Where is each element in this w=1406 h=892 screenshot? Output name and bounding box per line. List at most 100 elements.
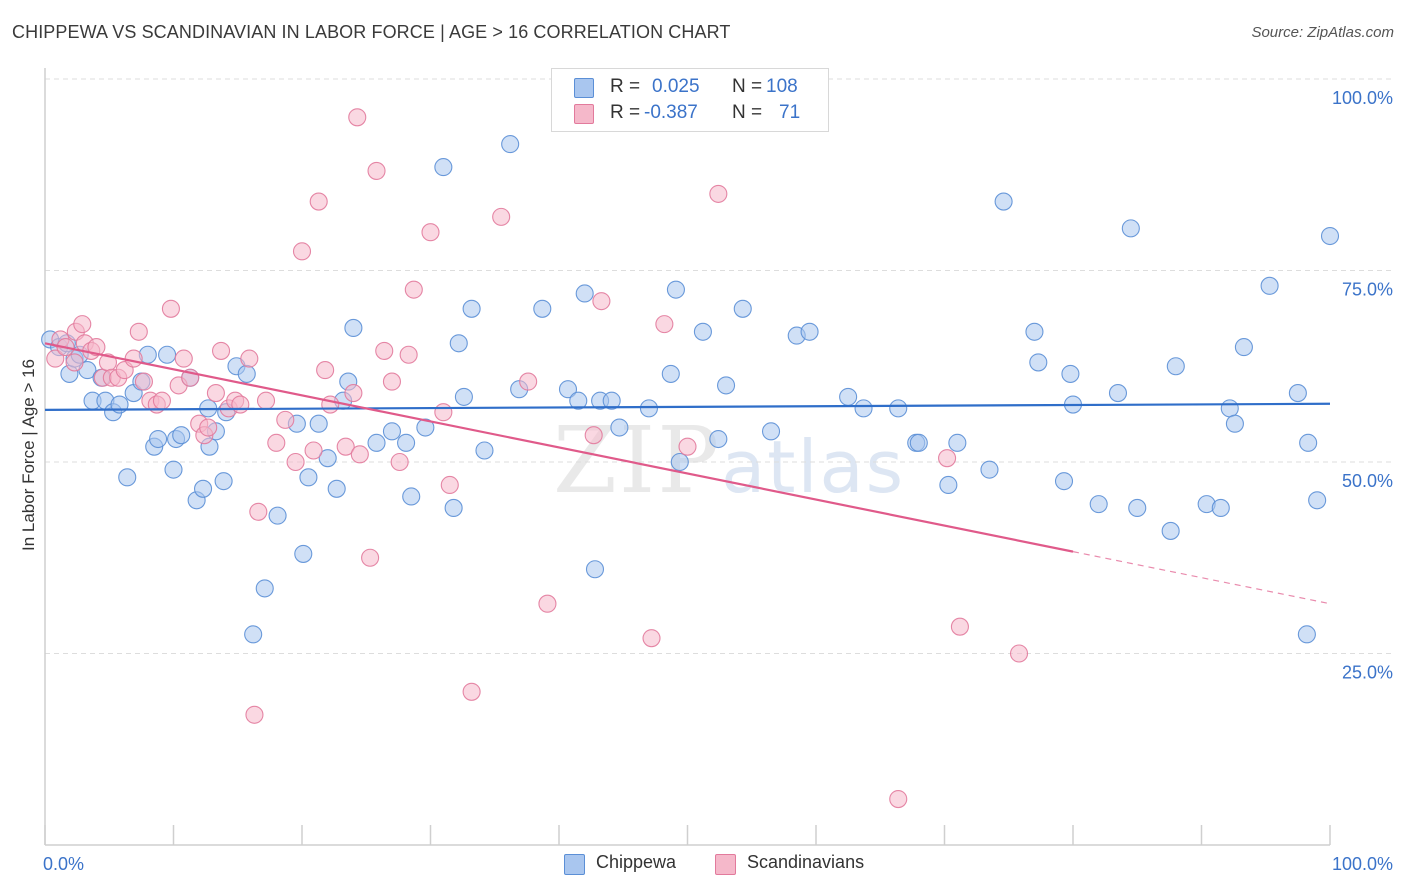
watermark: ZIPatlas [553, 407, 905, 514]
trend-lines [44, 342, 1331, 605]
trend-line-dashed-scandinavians [1072, 551, 1331, 605]
point-chippewa [1025, 322, 1044, 341]
point-chippewa [889, 399, 908, 418]
legend-swatch-chippewa [574, 78, 594, 98]
bottom-legend-label-scandinavians: Scandinavians [747, 852, 865, 872]
point-chippewa [344, 318, 363, 338]
trend-line-chippewa [44, 402, 1331, 412]
point-chippewa [575, 284, 594, 303]
point-scandinavians [434, 403, 453, 422]
point-scandinavians [348, 108, 367, 127]
point-scandinavians [206, 384, 225, 403]
y-tick-label: 25.0% [1342, 663, 1393, 683]
point-chippewa [294, 544, 313, 563]
point-scandinavians [174, 349, 193, 368]
point-scandinavians [124, 349, 143, 368]
point-scandinavians [231, 395, 250, 414]
point-chippewa [670, 452, 689, 472]
bottom-legend-swatch-chippewa [564, 854, 585, 875]
point-chippewa [800, 322, 819, 341]
point-chippewa [709, 429, 728, 449]
point-scandinavians [336, 437, 355, 456]
point-chippewa [1161, 521, 1180, 540]
point-scandinavians [286, 452, 305, 472]
bottom-legend-swatch-scandinavians [715, 854, 736, 875]
x-tick-label-max: 100.0% [1332, 854, 1393, 874]
point-scandinavians [199, 418, 218, 437]
point-scandinavians [87, 338, 106, 357]
point-chippewa [402, 487, 421, 506]
point-scandinavians [344, 384, 363, 403]
stats-legend: R = 0.025 N = 108 R = -0.387 N = 71 [551, 68, 829, 132]
watermark-atlas: atlas [721, 425, 906, 509]
point-scandinavians [592, 292, 611, 311]
point-chippewa [164, 460, 183, 479]
y-tick-label: 75.0% [1342, 280, 1393, 300]
point-chippewa [569, 391, 588, 410]
point-chippewa [1288, 384, 1307, 403]
x-tick-label-min: 0.0% [43, 854, 84, 874]
point-chippewa [733, 299, 752, 318]
point-chippewa [558, 380, 578, 399]
point-scandinavians [382, 372, 402, 391]
point-chippewa [839, 387, 858, 406]
point-chippewa [416, 418, 435, 437]
bottom-legend-label-chippewa: Chippewa [596, 852, 677, 872]
point-chippewa [1054, 472, 1074, 491]
point-scandinavians [440, 475, 459, 495]
point-chippewa [327, 479, 346, 498]
point-scandinavians [152, 391, 171, 410]
point-chippewa [1297, 625, 1316, 644]
point-scandinavians [519, 372, 538, 391]
point-scandinavians [462, 682, 481, 701]
point-scandinavians [276, 410, 295, 429]
point-chippewa [318, 449, 337, 468]
point-scandinavians [292, 242, 312, 261]
point-scandinavians [321, 395, 340, 414]
legend-n-value: 71 [779, 102, 801, 123]
axes [44, 68, 1331, 846]
point-scandinavians [211, 341, 231, 360]
point-scandinavians [584, 426, 603, 445]
point-chippewa [454, 387, 473, 406]
point-chippewa [585, 560, 605, 579]
point-chippewa [716, 376, 736, 395]
point-scandinavians [1009, 644, 1029, 663]
point-chippewa [475, 441, 494, 460]
point-chippewa [397, 433, 416, 452]
point-chippewa [194, 479, 213, 498]
trend-line-scandinavians [44, 342, 1074, 553]
point-chippewa [980, 460, 999, 479]
point-chippewa [172, 426, 191, 445]
point-scandinavians [249, 502, 268, 521]
legend-n-label: N = [732, 102, 763, 123]
point-chippewa [309, 414, 328, 433]
y-tick-label: 50.0% [1342, 471, 1393, 491]
point-chippewa [244, 625, 263, 644]
tick-labels: 25.0% 50.0% 75.0% 100.0% 0.0% 100.0% [43, 88, 1393, 874]
point-scandinavians [134, 372, 153, 391]
point-scandinavians [316, 361, 335, 380]
point-chippewa [255, 579, 274, 598]
point-chippewa [693, 322, 712, 341]
point-scandinavians [367, 161, 386, 180]
point-chippewa [268, 506, 287, 525]
point-chippewa [149, 429, 168, 449]
point-scandinavians [161, 299, 180, 318]
point-scandinavians [240, 349, 259, 368]
point-chippewa [639, 399, 659, 418]
point-chippewa [666, 280, 685, 299]
point-scandinavians [245, 705, 264, 724]
point-scandinavians [350, 445, 369, 464]
point-scandinavians [642, 629, 661, 648]
point-scandinavians [938, 449, 957, 468]
point-chippewa [948, 433, 967, 452]
point-chippewa [449, 334, 468, 353]
legend-swatch-scandinavians [574, 104, 594, 124]
point-scandinavians [538, 594, 557, 613]
point-chippewa [501, 135, 520, 154]
point-scandinavians [678, 437, 697, 456]
point-chippewa [909, 433, 928, 452]
chart-title: CHIPPEWA VS SCANDINAVIAN IN LABOR FORCE … [12, 22, 731, 42]
point-scandinavians [399, 345, 418, 364]
